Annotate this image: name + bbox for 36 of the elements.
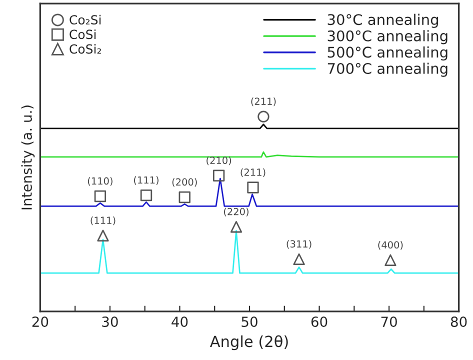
point [97, 230, 109, 242]
annotation: (200) [172, 178, 197, 187]
annotation: (400) [378, 241, 403, 250]
x-tick-label: 70 [381, 316, 397, 328]
point [178, 191, 190, 204]
point [293, 253, 305, 266]
annotation: (110) [88, 177, 112, 186]
y-axis-title: Intensity (a. u.) [21, 106, 35, 210]
legend-label: CoSi [70, 29, 96, 40]
legend-label: 700°C annealing [328, 62, 448, 77]
legend-label: Co₂Si [70, 14, 101, 25]
point [212, 170, 225, 182]
point [247, 182, 259, 194]
annotation: (210) [206, 156, 232, 166]
legend-label: CoSi₂ [70, 44, 101, 54]
point [140, 189, 152, 202]
annotation: (211) [240, 168, 266, 178]
annotation: (111) [90, 216, 116, 226]
x-axis-title: Angle (2θ) [210, 335, 288, 350]
point [230, 221, 242, 233]
x-tick-label: 20 [32, 316, 48, 328]
annotation: (220) [224, 208, 248, 216]
x-tick-label: 80 [450, 316, 467, 328]
x-tick-label: 60 [311, 316, 328, 328]
legend-label: 30°C annealing [328, 14, 438, 28]
legend-label: 500°C annealing [328, 46, 448, 61]
annotation: (111) [134, 176, 158, 185]
point [258, 110, 270, 122]
annotation: (211) [251, 97, 276, 106]
point [384, 254, 396, 266]
x-tick-label: 30 [102, 316, 118, 328]
legend-label: 300°C annealing [328, 30, 448, 44]
x-tick-label: 50 [242, 316, 258, 328]
point [94, 190, 106, 202]
x-tick-label: 40 [172, 316, 188, 328]
annotation: (311) [286, 240, 312, 249]
